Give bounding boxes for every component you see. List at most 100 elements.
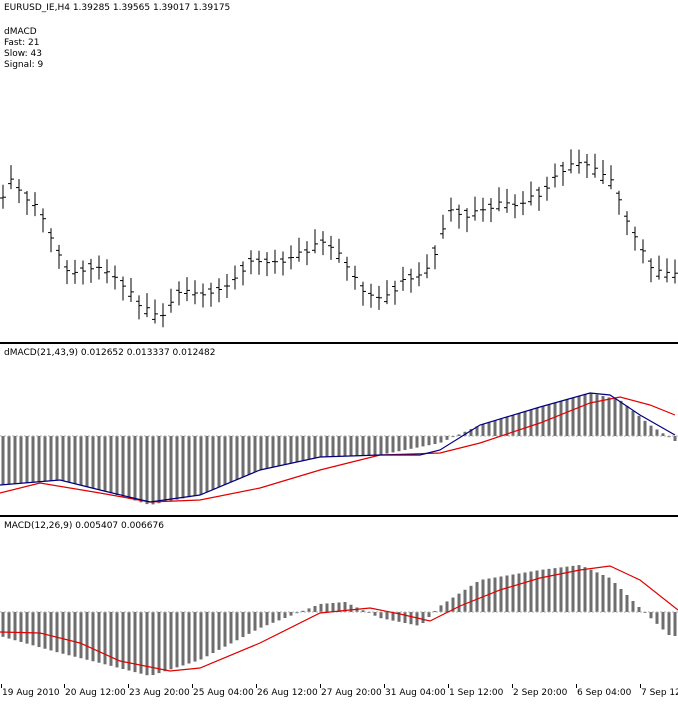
histogram-bar <box>559 567 563 612</box>
histogram-bar <box>391 612 395 621</box>
histogram-bar <box>283 612 287 618</box>
histogram-bar <box>67 612 71 656</box>
histogram-bar <box>49 612 53 651</box>
histogram-bar <box>235 436 239 480</box>
histogram-bar <box>163 612 167 672</box>
histogram-bar <box>79 436 83 486</box>
histogram-bar <box>601 396 605 436</box>
histogram-bar <box>451 436 455 438</box>
histogram-bar <box>445 601 449 612</box>
time-label: 26 Aug 12:00 <box>257 688 318 698</box>
histogram-bar <box>601 574 605 612</box>
histogram-bar <box>499 418 503 436</box>
macd-header: MACD(12,26,9) 0.005407 0.006676 <box>4 521 164 531</box>
histogram-bar <box>361 436 365 456</box>
time-tick <box>1 684 2 688</box>
histogram-bar <box>487 422 491 436</box>
histogram-bar <box>301 610 305 612</box>
histogram-bar <box>85 436 89 487</box>
histogram-bar <box>97 612 101 663</box>
panel-separator[interactable] <box>0 515 678 517</box>
histogram-bar <box>343 602 347 612</box>
histogram-bar <box>649 612 653 619</box>
macd-panel[interactable]: MACD(12,26,9) 0.005407 0.006676 <box>0 518 678 684</box>
histogram-bar <box>625 595 629 612</box>
dmacd-header: dMACD(21,43,9) 0.012652 0.013337 0.01248… <box>4 348 216 358</box>
signal-line <box>0 565 678 672</box>
macd-plot <box>0 565 678 676</box>
histogram-bar <box>595 394 599 436</box>
histogram-bar <box>481 579 485 612</box>
time-tick <box>320 684 321 688</box>
time-tick <box>576 684 577 688</box>
histogram-bar <box>175 612 179 668</box>
histogram-bar <box>103 612 107 665</box>
histogram-bar <box>403 436 407 450</box>
histogram-bar <box>337 436 341 457</box>
histogram-bar <box>637 607 641 612</box>
histogram-bar <box>313 436 317 459</box>
histogram-bar <box>655 612 659 624</box>
histogram-bar <box>127 436 131 499</box>
histogram-bar <box>625 405 629 436</box>
histogram-bar <box>121 436 125 497</box>
histogram-bar <box>379 612 383 619</box>
histogram-bar <box>493 577 497 612</box>
dmacd-panel[interactable]: dMACD(21,43,9) 0.012652 0.013337 0.01248… <box>0 345 678 515</box>
histogram-bar <box>349 604 353 612</box>
histogram-bar <box>61 436 65 481</box>
histogram-bar <box>523 572 527 612</box>
histogram-bar <box>373 436 377 456</box>
histogram-bar <box>391 436 395 453</box>
histogram-bar <box>7 612 11 639</box>
histogram-bar <box>295 436 299 462</box>
histogram-bar <box>397 436 401 452</box>
histogram-bar <box>445 436 449 440</box>
time-label: 23 Aug 20:00 <box>129 688 190 698</box>
histogram-bar <box>355 436 359 456</box>
histogram-bar <box>337 602 341 612</box>
panel-separator[interactable] <box>0 342 678 344</box>
indicator-slow: Slow: 43 <box>4 49 42 59</box>
histogram-bar <box>289 612 293 616</box>
time-tick <box>256 684 257 688</box>
histogram-bar <box>457 434 461 436</box>
price-bars <box>0 149 678 328</box>
histogram-bar <box>475 426 479 436</box>
histogram-bar <box>547 404 551 436</box>
histogram-bar <box>361 610 365 612</box>
indicator-name: dMACD <box>4 27 37 37</box>
histogram-bar <box>247 436 251 475</box>
time-tick <box>192 684 193 688</box>
histogram-bar <box>511 574 515 612</box>
histogram-bar <box>433 611 437 612</box>
time-label: 20 Aug 12:00 <box>65 688 126 698</box>
histogram-bar <box>181 436 185 499</box>
price-panel[interactable]: EURUSD_IE,H4 1.39285 1.39565 1.39017 1.3… <box>0 0 678 342</box>
histogram-bar <box>553 568 557 612</box>
time-label: 7 Sep 12: <box>641 688 678 698</box>
time-tick <box>448 684 449 688</box>
histogram-bar <box>259 436 263 470</box>
time-tick <box>64 684 65 688</box>
histogram-bar <box>667 436 671 438</box>
histogram-bar <box>439 436 443 443</box>
histogram-bar <box>577 565 581 612</box>
histogram-bar <box>415 436 419 448</box>
indicator-signal: Signal: 9 <box>4 60 44 70</box>
histogram-bar <box>595 572 599 612</box>
histogram-bar <box>133 612 137 673</box>
histogram-bar <box>661 433 665 436</box>
histogram-bar <box>91 612 95 662</box>
histogram-bar <box>85 612 89 660</box>
time-tick <box>512 684 513 688</box>
histogram-bar <box>1 612 5 637</box>
time-label: 6 Sep 04:00 <box>577 688 632 698</box>
histogram-bar <box>7 436 11 485</box>
indicator-fast: Fast: 21 <box>4 38 40 48</box>
histogram-bar <box>37 436 41 482</box>
histogram-bar <box>433 436 437 444</box>
histogram-bar <box>271 436 275 468</box>
histogram-bar <box>283 436 287 465</box>
histogram-bar <box>163 436 167 502</box>
